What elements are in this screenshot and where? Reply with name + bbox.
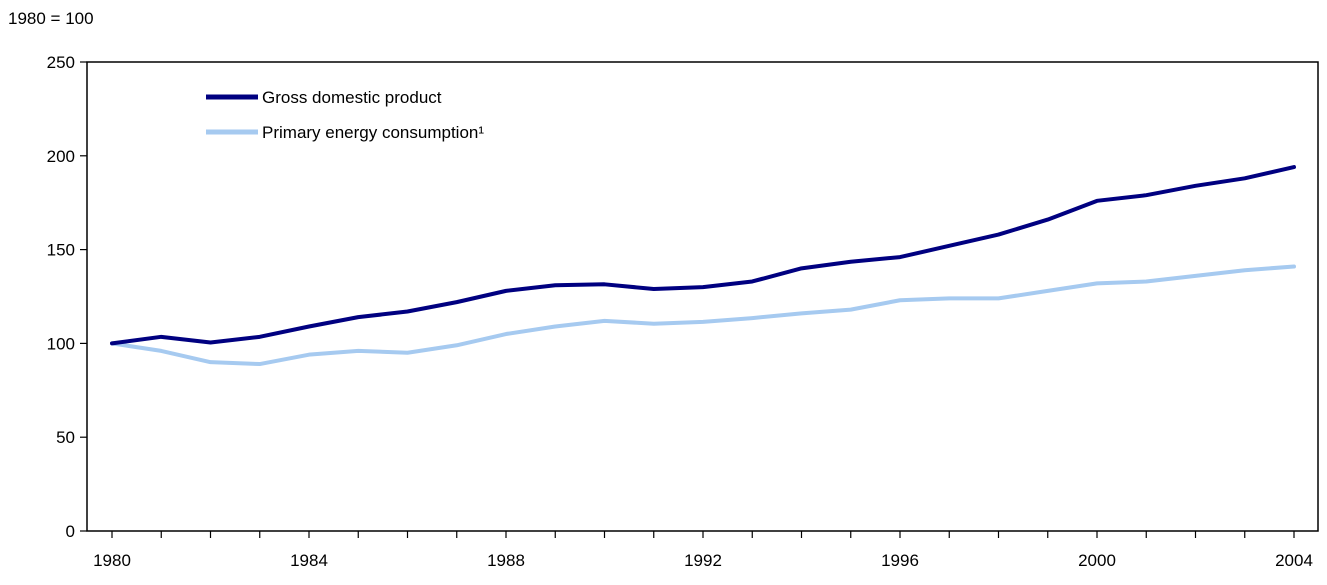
x-tick-label: 2004 [1275,551,1313,570]
y-tick-label: 100 [47,334,75,353]
x-tick-label: 1992 [684,551,722,570]
y-tick-label: 0 [66,522,75,541]
x-tick-label: 1980 [93,551,131,570]
series-lines [110,165,1296,367]
y-axis-unit-label: 1980 = 100 [8,9,94,28]
legend: Gross domestic product Primary energy con… [206,88,484,142]
x-tick-label: 1996 [881,551,919,570]
y-tick-label: 150 [47,241,75,260]
y-tick-label: 250 [47,53,75,72]
x-axis-ticks: 1980 1984 1988 1992 1996 2000 2004 [93,531,1313,570]
y-tick-label: 50 [56,428,75,447]
x-tick-label: 2000 [1078,551,1116,570]
legend-label: Gross domestic product [262,88,442,107]
legend-label: Primary energy consumption¹ [262,123,484,142]
x-tick-label: 1988 [487,551,525,570]
series-line-0 [110,165,1296,346]
y-tick-label: 200 [47,147,75,166]
y-axis-ticks: 0 50 100 150 200 250 [47,53,87,541]
series-line-1 [110,264,1296,367]
x-tick-label: 1984 [290,551,328,570]
